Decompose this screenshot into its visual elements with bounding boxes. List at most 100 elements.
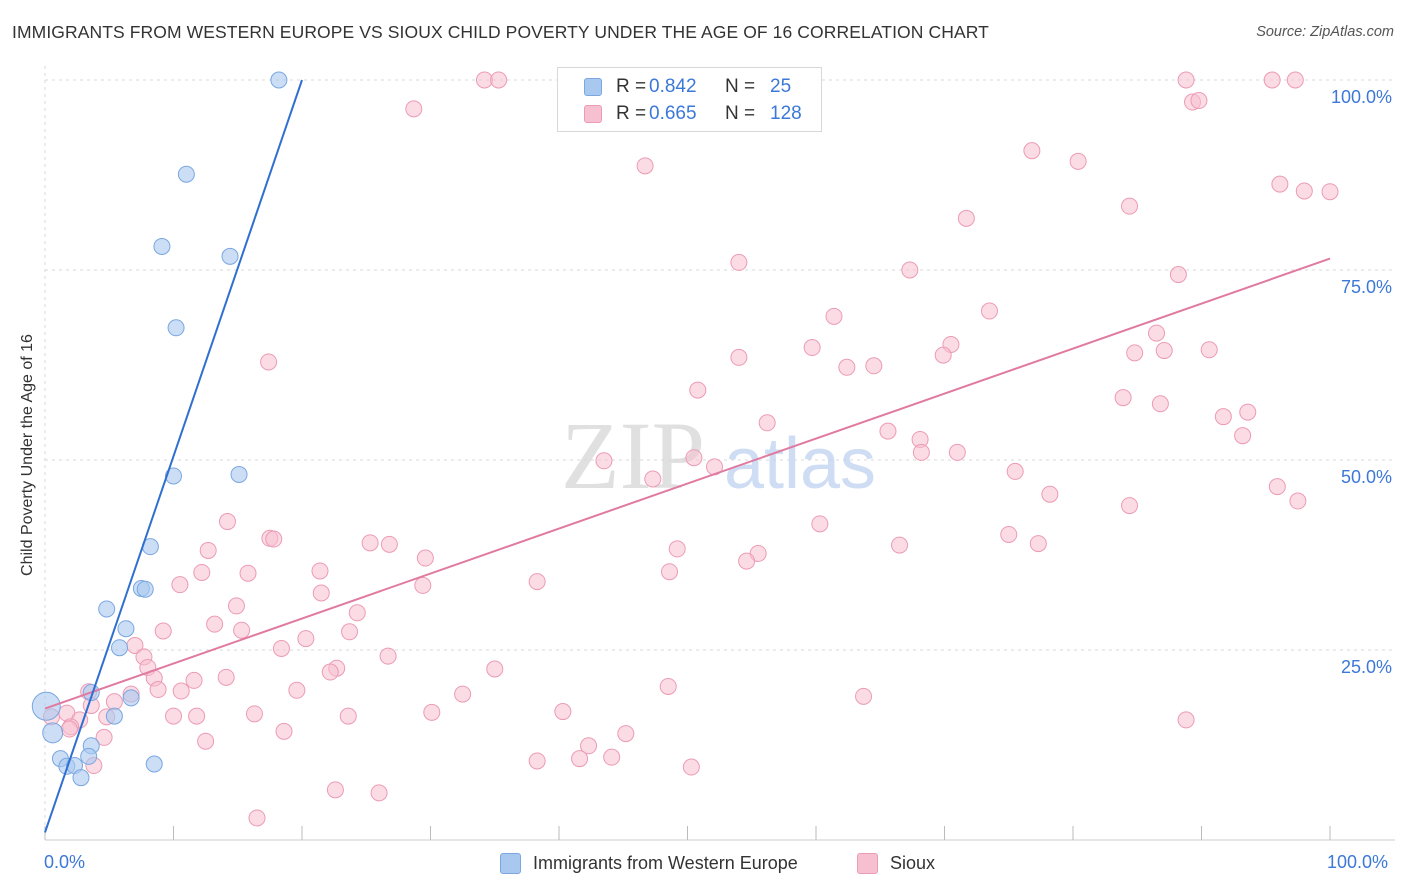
sioux-point	[668, 540, 686, 558]
legend-n-label: N =	[725, 103, 756, 124]
western-europe-point	[80, 747, 98, 765]
sioux-point	[245, 705, 263, 723]
sioux-point	[260, 353, 278, 371]
sioux-point	[1271, 175, 1289, 193]
sioux-point	[855, 687, 873, 705]
x-tick-max: 100.0%	[1327, 852, 1389, 872]
sioux-point	[730, 253, 748, 271]
sioux-point	[361, 534, 379, 552]
sioux-point	[595, 452, 613, 470]
sioux-point	[490, 71, 508, 89]
y-tick-label: 75.0%	[1341, 277, 1392, 297]
sioux-point	[248, 809, 266, 827]
western-europe-point	[117, 620, 135, 638]
sioux-point	[1289, 492, 1307, 510]
sioux-point	[416, 549, 434, 567]
sioux-point	[379, 647, 397, 665]
sioux-point	[1148, 324, 1166, 342]
western-europe-point	[165, 467, 182, 485]
sioux-point	[571, 750, 589, 768]
sioux-point	[825, 307, 843, 325]
sioux-point	[95, 728, 113, 746]
sioux-point	[206, 615, 224, 633]
sioux-point	[1126, 344, 1144, 362]
sioux-point	[171, 576, 189, 594]
sioux-point	[879, 422, 897, 440]
sioux-point	[1295, 182, 1313, 200]
legend-swatch-sioux	[584, 105, 602, 123]
sioux-point	[554, 703, 572, 721]
sioux-point	[659, 677, 677, 695]
sioux-point	[370, 784, 388, 802]
chart-title: IMMIGRANTS FROM WESTERN EUROPE VS SIOUX …	[12, 22, 989, 42]
bottom-legend-swatch-sioux	[857, 853, 878, 874]
sioux-point	[348, 604, 366, 622]
legend-n-label: N =	[725, 76, 756, 97]
sioux-point	[661, 563, 679, 581]
sioux-point	[603, 748, 621, 766]
sioux-point	[580, 737, 598, 755]
western-europe-point	[98, 600, 116, 618]
sioux-point	[1155, 342, 1173, 360]
sioux-point	[803, 339, 821, 357]
sioux-point	[901, 261, 919, 279]
sioux-point	[1151, 395, 1169, 413]
sioux-point	[380, 535, 398, 553]
western-europe-point	[177, 165, 195, 183]
legend-r-value: 0.665	[649, 103, 697, 124]
sioux-point	[865, 357, 883, 375]
sioux-point	[1321, 183, 1339, 201]
sioux-point	[636, 157, 654, 175]
western-europe-point	[167, 319, 185, 337]
bottom-legend-label: Sioux	[890, 853, 936, 873]
western-europe-trend-line	[44, 79, 303, 833]
sioux-point	[197, 732, 215, 750]
sioux-point	[339, 707, 357, 725]
y-tick-label: 25.0%	[1341, 657, 1392, 677]
sioux-point	[454, 685, 472, 703]
sioux-point	[1268, 478, 1286, 496]
sioux-point	[617, 725, 635, 743]
legend-n-value: 25	[770, 76, 792, 97]
sioux-point	[912, 443, 930, 461]
sioux-point	[172, 682, 190, 700]
sioux-point	[644, 470, 662, 488]
sioux-point	[1006, 462, 1024, 480]
sioux-point	[689, 381, 707, 399]
sioux-point	[1239, 403, 1257, 421]
sioux-point	[1029, 535, 1047, 553]
bottom-legend-swatch-western-europe	[500, 853, 521, 874]
sioux-point	[891, 536, 909, 554]
sioux-point	[165, 707, 182, 725]
sioux-point	[948, 443, 966, 461]
sioux-point	[685, 449, 703, 467]
sioux-point	[528, 752, 546, 770]
watermark-atlas: atlas	[724, 424, 876, 504]
sioux-point	[341, 623, 359, 641]
western-europe-point	[72, 769, 90, 787]
y-tick-label: 50.0%	[1341, 467, 1392, 487]
western-europe-point	[122, 689, 140, 707]
western-europe-point	[145, 755, 163, 773]
correlation-legend: R = 0.842 N = 25 R = 0.665 N = 128	[557, 67, 822, 132]
bottom-legend-label: Immigrants from Western Europe	[533, 853, 798, 873]
sioux-point	[311, 562, 329, 580]
sioux-point	[405, 100, 423, 118]
sioux-point	[272, 639, 290, 657]
sioux-point	[423, 703, 441, 721]
x-tick-min: 0.0%	[44, 852, 86, 872]
sioux-trend-line	[44, 257, 1331, 710]
legend-r-label: R =	[616, 103, 647, 124]
western-europe-point	[136, 580, 154, 598]
sioux-point	[1177, 711, 1195, 729]
sioux-point	[1190, 92, 1208, 110]
western-europe-point	[270, 71, 288, 89]
sioux-point	[1200, 341, 1218, 359]
sioux-point	[730, 348, 748, 366]
western-europe-point	[31, 691, 61, 721]
sioux-point	[475, 71, 493, 89]
sioux-point	[233, 621, 251, 639]
trend-lines	[44, 79, 1331, 833]
sioux-point	[1234, 427, 1252, 445]
sioux-point	[217, 668, 235, 686]
